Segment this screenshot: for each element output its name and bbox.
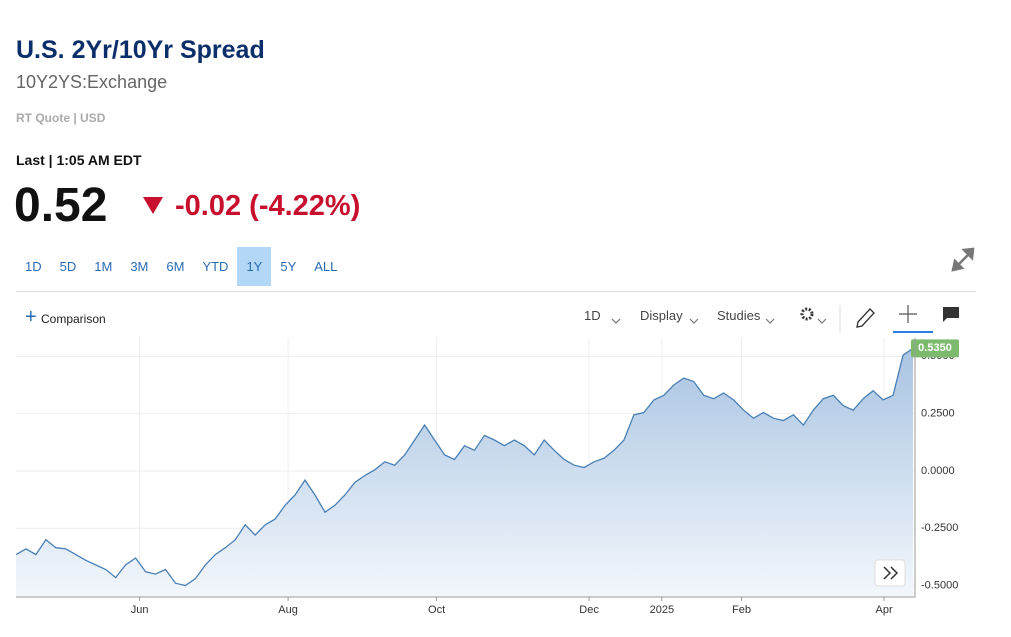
range-button[interactable]: 1D (25, 259, 42, 274)
display-button[interactable]: Display (640, 308, 683, 323)
x-tick-label: Feb (732, 604, 751, 616)
toolbar-icons (611, 305, 959, 333)
x-tick-label: Jun (131, 604, 149, 616)
range-button[interactable]: 3M (130, 259, 149, 274)
line (15, 347, 914, 587)
y-tick-label: -0.2500 (921, 522, 958, 534)
range-button[interactable]: 1M (94, 259, 113, 274)
area (16, 348, 913, 597)
quote-type: RT Quote | USD (16, 111, 106, 125)
comparison-button[interactable]: Comparison (41, 312, 106, 326)
x-tick-label: Dec (579, 604, 599, 616)
y-tick-label: 0.2500 (921, 408, 955, 420)
last-value-label: 0.5350 (918, 342, 952, 354)
divider (16, 291, 976, 292)
range-button[interactable]: 6M (166, 259, 185, 274)
comment-icon[interactable] (943, 307, 959, 322)
x-tick-label: Apr (876, 604, 893, 616)
expand-icon[interactable] (950, 246, 978, 274)
last-value-badge (911, 339, 959, 358)
range-button[interactable]: 5D (59, 259, 77, 274)
range-button[interactable]: YTD (202, 259, 229, 274)
range-button[interactable]: 1Y (237, 247, 272, 286)
range-buttons: 1D 5D 1M 3M 6M YTD 1Y 5Y ALL (16, 247, 346, 286)
plus-icon: + (25, 306, 37, 328)
price: 0.52 (14, 179, 108, 232)
last-label: Last | 1:05 AM EDT (16, 152, 142, 168)
y-tick-label: -0.5000 (921, 579, 958, 591)
title: U.S. 2Yr/10Yr Spread (16, 36, 265, 64)
x-tick-label: Oct (428, 604, 445, 616)
down-arrow (143, 197, 163, 214)
crosshair-icon[interactable] (899, 305, 917, 323)
change: -0.02 (-4.22%) (175, 190, 361, 222)
scroll-icon (883, 566, 899, 580)
x-tick-label: 2025 (650, 604, 674, 616)
settings-icon[interactable] (800, 307, 814, 321)
interval-button[interactable]: 1D (584, 308, 601, 323)
y-tick-label: 0.0000 (921, 465, 955, 477)
x-tick-label: Aug (278, 604, 298, 616)
range-button[interactable]: 5Y (280, 259, 297, 274)
range-button[interactable]: ALL (314, 259, 338, 274)
draw-icon[interactable] (856, 308, 875, 328)
symbol: 10Y2YS:Exchange (16, 72, 168, 92)
studies-button[interactable]: Studies (717, 308, 761, 323)
